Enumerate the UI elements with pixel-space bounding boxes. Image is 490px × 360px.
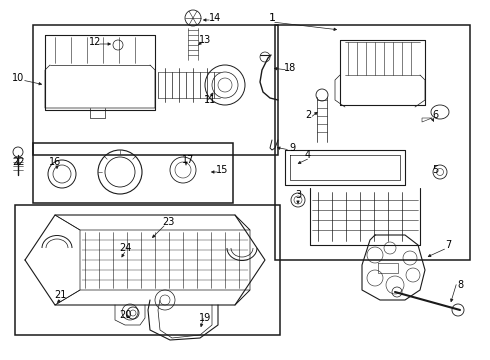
Text: 1: 1 (269, 13, 275, 23)
Text: 11: 11 (204, 95, 216, 105)
Text: 19: 19 (199, 313, 211, 323)
Text: 14: 14 (209, 13, 221, 23)
Text: 8: 8 (457, 280, 463, 290)
Bar (33, 143, 233, 203)
Text: 21: 21 (54, 290, 66, 300)
Text: 2: 2 (305, 110, 311, 120)
Text: 9: 9 (289, 143, 295, 153)
Bar (33, 25, 278, 155)
Text: 3: 3 (295, 190, 301, 200)
Text: 24: 24 (119, 243, 131, 253)
Text: 20: 20 (119, 310, 131, 320)
Text: 15: 15 (216, 165, 228, 175)
Text: 18: 18 (284, 63, 296, 73)
Text: 16: 16 (49, 157, 61, 167)
Text: 23: 23 (162, 217, 174, 227)
Text: 6: 6 (432, 110, 438, 120)
Text: 5: 5 (432, 165, 438, 175)
Text: 17: 17 (182, 155, 194, 165)
Text: 4: 4 (305, 150, 311, 160)
Text: 10: 10 (12, 73, 24, 83)
Text: 7: 7 (445, 240, 451, 250)
Text: 13: 13 (199, 35, 211, 45)
Text: 12: 12 (89, 37, 101, 47)
Bar (275, 25, 470, 260)
Bar (15, 205, 280, 335)
Text: 22: 22 (12, 157, 24, 167)
